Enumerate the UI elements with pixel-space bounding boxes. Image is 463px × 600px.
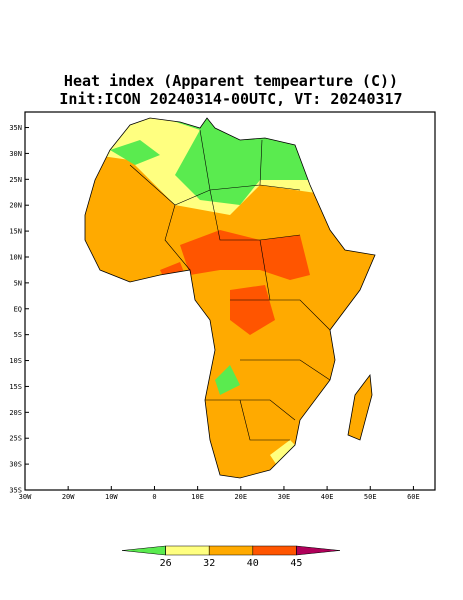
- subtitle: Init:ICON 20240314-00UTC, VT: 20240317: [59, 90, 402, 108]
- y-tick-label: 25S: [9, 435, 22, 443]
- colorbar-end: [121, 545, 166, 556]
- y-tick-label: 5S: [14, 331, 22, 339]
- y-tick-label: 10N: [9, 253, 22, 261]
- colorbar-label: 32: [203, 558, 215, 569]
- y-tick-label: EQ: [14, 305, 22, 313]
- x-tick-label: 30W: [19, 493, 32, 501]
- y-tick-label: 35N: [9, 124, 22, 132]
- x-tick-label: 50E: [364, 493, 377, 501]
- x-tick-label: 10E: [191, 493, 204, 501]
- y-tick-label: 35S: [9, 487, 22, 495]
- colorbar-segment: [252, 545, 297, 556]
- x-tick-label: 30E: [278, 493, 291, 501]
- y-tick-label: 30S: [9, 461, 22, 469]
- x-tick-label: 10W: [105, 493, 118, 501]
- x-tick-label: 20E: [234, 493, 247, 501]
- y-tick-label: 20N: [9, 202, 22, 210]
- y-tick-label: 15N: [9, 228, 22, 236]
- coastline: [84, 117, 376, 479]
- x-tick-label: 0: [152, 493, 156, 501]
- colorbar-segment: [165, 545, 210, 556]
- x-tick-label: 60E: [407, 493, 420, 501]
- y-tick-label: 15S: [9, 383, 22, 391]
- y-tick-label: 20S: [9, 409, 22, 417]
- y-tick-label: 30N: [9, 150, 22, 158]
- title: Heat index (Apparent tempearture (C)): [64, 72, 398, 90]
- x-tick-label: 20W: [62, 493, 75, 501]
- colorbar-label: 45: [290, 558, 302, 569]
- heat-field: [85, 118, 375, 478]
- colorbar-label: 26: [160, 558, 172, 569]
- colorbar-end: [296, 545, 341, 556]
- y-tick-label: 10S: [9, 357, 22, 365]
- y-tick-label: 25N: [9, 176, 22, 184]
- x-tick-label: 40E: [321, 493, 334, 501]
- map-frame: [24, 111, 436, 491]
- colorbar-label: 40: [247, 558, 259, 569]
- colorbar-segment: [208, 545, 254, 556]
- y-tick-label: 5N: [14, 279, 22, 287]
